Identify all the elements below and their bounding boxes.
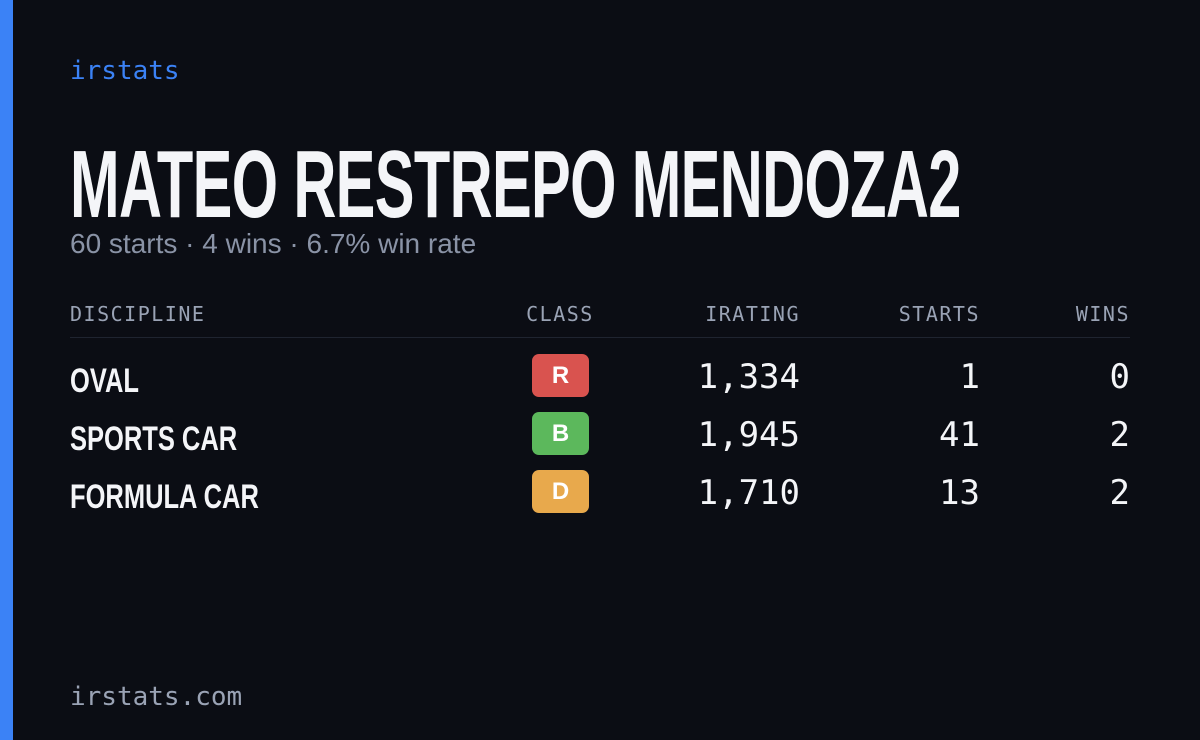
column-header: IRATING xyxy=(705,302,800,326)
stat-value: 1 xyxy=(959,357,980,397)
driver-name: MATEO RESTREPO MENDOZA2 xyxy=(70,131,961,238)
stat-value: 1,334 xyxy=(697,357,800,397)
class-badge: D xyxy=(532,470,589,513)
column-header: STARTS xyxy=(898,302,980,326)
footer-url: irstats.com xyxy=(70,682,243,712)
summary: 60 starts · 4 wins · 6.7% win rate xyxy=(70,228,477,259)
stat-value: 2 xyxy=(1109,415,1130,455)
column-header: CLASS xyxy=(526,302,594,326)
discipline: FORMULA CAR xyxy=(70,478,259,516)
column-header: DISCIPLINE xyxy=(70,302,206,326)
discipline: SPORTS CAR xyxy=(70,420,238,458)
column-header: WINS xyxy=(1075,302,1130,326)
stat-value: 2 xyxy=(1109,473,1130,513)
discipline: OVAL xyxy=(70,362,139,400)
stat-value: 41 xyxy=(939,415,980,455)
accent-stripe xyxy=(0,0,13,740)
stat-value: 13 xyxy=(939,473,980,513)
stat-value: 1,710 xyxy=(697,473,800,513)
stat-value: 1,945 xyxy=(697,415,800,455)
class-badge: R xyxy=(532,354,589,397)
class-badge: B xyxy=(532,412,589,455)
brand: irstats xyxy=(70,56,180,86)
header-rule xyxy=(70,337,1130,338)
stat-value: 0 xyxy=(1109,357,1130,397)
